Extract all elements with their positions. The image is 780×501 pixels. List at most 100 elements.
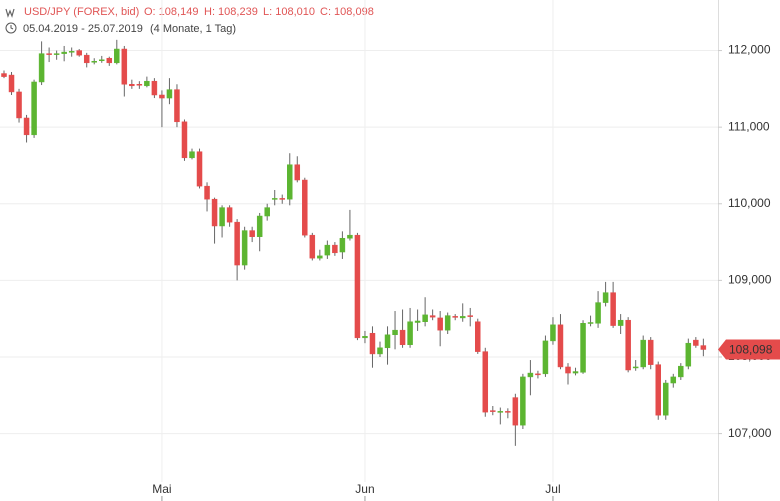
candle-body [685, 342, 692, 367]
candle-body [68, 51, 75, 53]
candle-body [144, 80, 150, 87]
candle-body [422, 314, 428, 322]
candle-body [505, 411, 511, 413]
candle-body [302, 179, 308, 236]
logo [5, 8, 15, 18]
candle-body [166, 89, 173, 99]
candle-body [91, 61, 97, 63]
candle-body [83, 54, 90, 64]
candle-body [294, 164, 301, 181]
candle-body [414, 320, 421, 323]
candle-body [647, 339, 654, 365]
candle-body [384, 334, 391, 349]
candle-body [678, 365, 684, 378]
y-tick-label: 112,000 [728, 43, 771, 57]
y-tick-label: 111,000 [728, 119, 770, 133]
candle-body [670, 376, 677, 384]
candle-body [8, 74, 15, 93]
candle-body [189, 151, 195, 159]
close-info: C: 108,098 [320, 6, 374, 18]
last-price-marker [718, 339, 780, 360]
candle-body [572, 371, 579, 374]
candle-body [550, 324, 556, 342]
high-info: H: 108,239 [204, 6, 258, 18]
candle-body [219, 207, 225, 227]
candle-body [249, 230, 255, 237]
candle-body [557, 324, 564, 368]
candle-body [452, 316, 458, 318]
candle-body [527, 372, 534, 378]
candle-body [700, 345, 707, 350]
candle-body [264, 207, 270, 217]
candle-body [467, 315, 473, 317]
candle-body [444, 315, 451, 331]
candle-body [369, 332, 376, 355]
candle-body [287, 164, 293, 200]
candle-body [392, 329, 398, 336]
candle-body [475, 321, 481, 352]
candle-body [46, 53, 52, 55]
candle-body [23, 117, 30, 136]
candle-body [196, 151, 203, 187]
candle-body [16, 91, 22, 119]
y-tick-label: 109,000 [728, 273, 772, 287]
candle-body [121, 48, 128, 85]
candle-body [317, 255, 323, 259]
candle-body [655, 364, 661, 416]
candle-body [31, 81, 37, 136]
candle-body [204, 185, 210, 200]
candle-body [76, 50, 82, 56]
candle-body [324, 244, 331, 256]
candle-body [234, 221, 240, 266]
candle-body [377, 347, 383, 355]
candle-body [429, 315, 436, 318]
candle-body [632, 366, 639, 369]
open-info: O: 108,149 [144, 6, 198, 18]
candle-body [587, 322, 594, 324]
candle-body [279, 198, 285, 200]
candle-body [99, 59, 105, 62]
candle-body [497, 411, 504, 413]
y-tick-label: 107,000 [728, 426, 772, 440]
candle-body [625, 319, 631, 371]
candle-body [129, 84, 135, 87]
period: (4 Monate, 1 Tag) [150, 23, 236, 35]
candle-body [159, 94, 165, 99]
candle-body [114, 48, 120, 64]
candle-body [241, 230, 248, 266]
candle-body [602, 292, 609, 303]
candle-body [256, 215, 263, 237]
candle-body [53, 53, 60, 55]
low-info: L: 108,010 [263, 6, 315, 18]
candle-body [174, 89, 180, 123]
candle-body [354, 234, 361, 339]
candle-body [181, 121, 188, 159]
candle-body [362, 336, 368, 339]
x-tick-label: Jul [545, 482, 560, 496]
candle-body [399, 329, 406, 345]
candle-body [38, 53, 45, 83]
clock-icon [5, 22, 17, 34]
candle-body [271, 198, 278, 200]
candle-body [520, 376, 526, 426]
candle-body [565, 366, 571, 374]
candle-body [490, 410, 496, 412]
candle-body [226, 207, 233, 223]
candle-body [211, 198, 218, 227]
symbol: USD/JPY (FOREX, bid) [24, 6, 139, 18]
candle-body [407, 321, 413, 345]
candle-body [512, 397, 519, 426]
candle-body [663, 382, 669, 416]
x-tick-label: Jun [355, 482, 374, 496]
candle-body [542, 340, 549, 375]
candle-body [617, 319, 624, 326]
candle-body [482, 351, 489, 413]
candle-body [347, 234, 353, 239]
candle-body [332, 244, 338, 254]
candle-body [151, 80, 158, 96]
candle-body [309, 234, 316, 259]
x-tick-label: Mai [152, 482, 171, 496]
candle-body [136, 84, 143, 86]
